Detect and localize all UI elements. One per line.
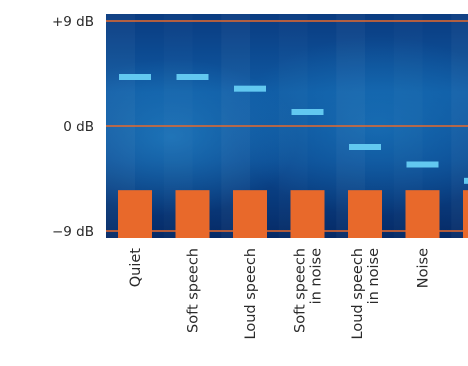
bar	[463, 190, 468, 238]
bar	[405, 190, 440, 238]
x-tick-label: Loud speech	[243, 248, 259, 339]
x-tick-label: in noise	[366, 248, 382, 304]
bar	[348, 190, 382, 238]
x-tick-label: Noise	[416, 248, 432, 288]
bar	[290, 190, 325, 238]
marker	[176, 74, 209, 80]
marker	[406, 161, 439, 168]
marker	[291, 109, 324, 115]
marker	[119, 74, 151, 80]
marker-series	[119, 74, 468, 184]
x-tick-label: Quiet	[128, 248, 144, 288]
y-tick-label: −9 dB	[52, 224, 94, 240]
x-tick-label: in noise	[309, 248, 325, 304]
bar-series	[118, 190, 468, 238]
x-tick-label: Soft speech	[293, 248, 309, 333]
x-tick-label: Loud speech	[350, 248, 366, 339]
y-tick-label: +9 dB	[52, 14, 94, 30]
bar	[233, 190, 267, 238]
marker	[349, 144, 381, 150]
marker	[234, 85, 266, 92]
bar	[118, 190, 152, 238]
y-tick-label: 0 dB	[63, 119, 94, 135]
bar	[175, 190, 210, 238]
x-tick-label: Soft speech	[186, 248, 202, 333]
x-axis-category-labels: Quiet Soft speech Loud speech Soft speech in…	[128, 248, 432, 340]
marker	[464, 177, 468, 184]
y-axis-tick-labels: +9 dB 0 dB −9 dB	[52, 14, 94, 240]
